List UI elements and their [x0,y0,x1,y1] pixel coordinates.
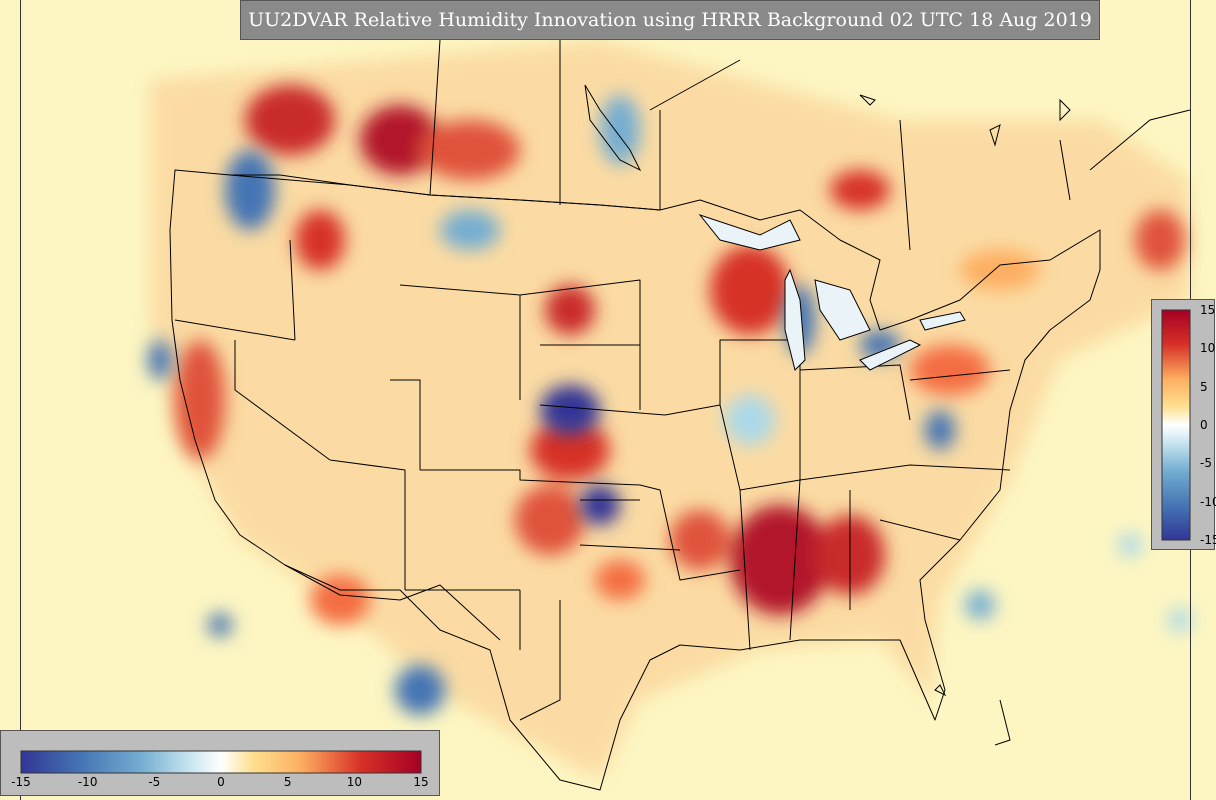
lake-ontario [919,311,966,331]
canada-border [229,174,661,211]
coast-details [519,600,1011,746]
colorbar-tick-label: 15 [413,775,429,789]
colorbar-tick-label: 5 [1200,379,1208,394]
canada-provinces [429,39,1071,251]
northern-lakes [584,84,1191,172]
colorbar-tick-label: 0 [1200,418,1208,432]
colorbar-tick-label: -5 [148,775,161,789]
colorbar-horizontal-gradient [20,750,422,774]
colorbar-tick-label: 10 [1200,341,1216,356]
colorbar-vertical: -15 -10 -5 0 5 10 15 [1151,299,1216,550]
lake-michigan [784,268,806,371]
colorbar-tick-label: 5 [283,775,292,789]
lake-huron [814,279,871,341]
colorbar-tick-label: 0 [217,775,225,789]
colorbar-tick-label: -15 [1200,533,1216,547]
great-lakes [698,213,966,371]
colorbar-vertical-gradient [1161,309,1191,541]
land-tint [150,40,1190,780]
colorbar-tick-label: -5 [1200,456,1212,471]
colorbar-tick-label: 10 [346,775,362,789]
colorbar-tick-label: 15 [1200,303,1216,317]
colorbar-tick-label: -10 [1200,494,1216,509]
map-borders [169,39,1101,791]
state-lines [174,239,1011,651]
map-title: UU2DVAR Relative Humidity Innovation usi… [240,0,1100,40]
lake-superior [698,213,801,251]
mexico-border [284,564,501,641]
colorbar-tick-label: -10 [77,775,98,789]
colorbar-horizontal: -15 -10 -5 0 5 10 15 [0,730,440,796]
colorbar-tick-label: -15 [11,775,31,789]
lake-erie [859,339,922,371]
moist-anomalies [148,95,1192,715]
